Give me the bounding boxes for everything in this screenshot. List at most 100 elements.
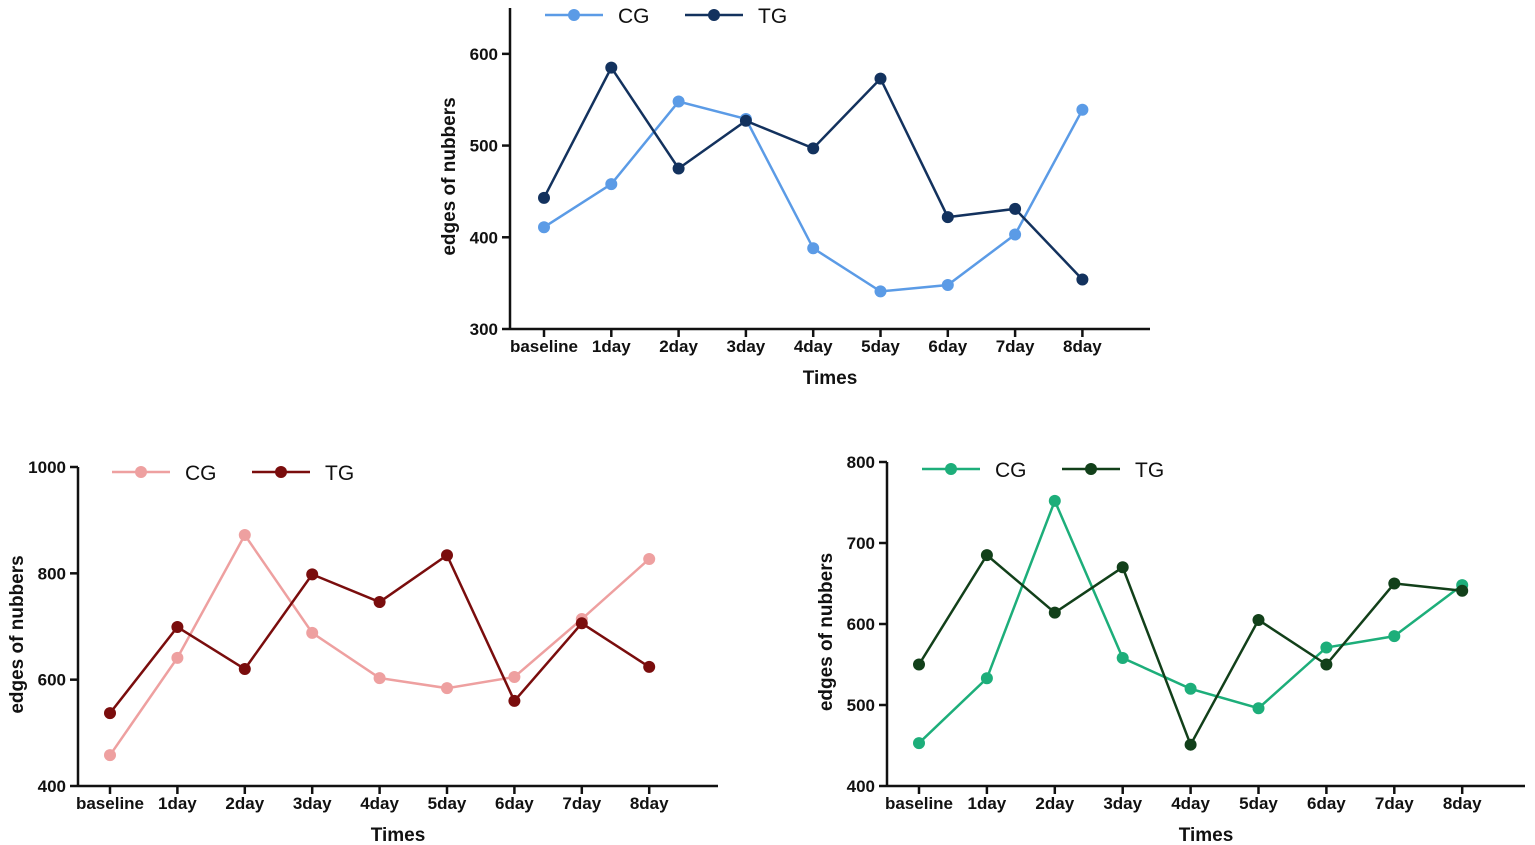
data-point-cg xyxy=(605,178,618,191)
data-point-tg xyxy=(1048,606,1061,619)
data-point-cg xyxy=(672,95,685,108)
x-tick-label: 6day xyxy=(1307,794,1346,813)
data-point-cg xyxy=(508,671,521,684)
x-tick-label: 7day xyxy=(996,337,1035,356)
data-point-cg xyxy=(104,749,116,762)
x-tick-label: baseline xyxy=(76,794,144,813)
chart-1: 400 600 800 1000 baseline 1day 2day 3day 4day 5da… xyxy=(7,458,718,845)
data-point-cg xyxy=(913,737,925,750)
y-tick-label: 600 xyxy=(38,671,66,690)
data-point-cg xyxy=(171,651,184,664)
series-line-cg xyxy=(918,497,1463,744)
x-tick-label: 3day xyxy=(293,794,332,813)
x-tick-label: 1day xyxy=(592,337,631,356)
y-axis-label: edges of nubbers xyxy=(816,553,837,711)
x-tick-label: 1day xyxy=(968,794,1007,813)
x-tick-label: 4day xyxy=(794,337,833,356)
x-tick-label: 4day xyxy=(360,794,399,813)
data-point-cg xyxy=(306,626,319,639)
data-point-cg xyxy=(538,221,550,234)
legend-marker-tg xyxy=(275,466,287,478)
x-tick-label: 3day xyxy=(727,337,766,356)
y-tick-label: 800 xyxy=(847,453,875,472)
y-tick-label: 800 xyxy=(38,564,66,583)
legend-marker-cg xyxy=(568,9,580,21)
data-point-cg xyxy=(1388,630,1401,643)
data-point-tg xyxy=(373,596,386,609)
legend-label-tg: TG xyxy=(758,5,787,28)
legend-label-tg: TG xyxy=(1135,459,1164,482)
data-point-tg xyxy=(1456,584,1469,597)
data-point-tg xyxy=(1009,202,1022,215)
data-point-cg xyxy=(1076,103,1089,116)
x-tick-label: 2day xyxy=(225,794,264,813)
data-point-tg xyxy=(171,621,184,634)
x-tick-label: 5day xyxy=(861,337,900,356)
x-tick-label: 6day xyxy=(495,794,534,813)
series-line-cg xyxy=(108,532,651,756)
legend-marker-tg xyxy=(1085,463,1097,475)
y-axis-label: edges of nubbers xyxy=(439,97,460,255)
data-point-tg xyxy=(1252,613,1265,626)
data-point-cg xyxy=(1116,652,1129,665)
x-tick-label: 6day xyxy=(928,337,967,356)
data-point-tg xyxy=(1388,577,1401,590)
data-point-cg xyxy=(874,285,887,298)
data-point-tg xyxy=(807,142,820,155)
x-tick-label: 8day xyxy=(1063,337,1102,356)
chart-2: 400 500 600 700 800 baseline 1day 2day 3day 4day 5… xyxy=(816,453,1525,845)
series-line-tg xyxy=(109,553,650,714)
data-point-tg xyxy=(575,617,588,630)
y-tick-label: 1000 xyxy=(28,458,66,477)
data-point-tg xyxy=(1184,738,1197,751)
x-tick-label: 4day xyxy=(1171,794,1210,813)
y-tick-label: 500 xyxy=(470,137,498,156)
x-tick-label: 5day xyxy=(428,794,467,813)
data-point-cg xyxy=(980,672,993,685)
series-line-tg xyxy=(917,553,1463,748)
x-tick-label: 1day xyxy=(158,794,197,813)
y-axis-label: edges of nubbers xyxy=(7,555,28,713)
y-tick-label: 400 xyxy=(38,777,66,796)
data-point-cg xyxy=(1252,702,1265,715)
x-tick-label: 2day xyxy=(659,337,698,356)
x-tick-label: 7day xyxy=(1375,794,1414,813)
legend-label-cg: CG xyxy=(185,462,217,485)
data-point-cg xyxy=(1184,682,1197,695)
data-point-tg xyxy=(739,114,752,127)
data-point-cg xyxy=(441,682,453,695)
data-point-tg xyxy=(508,694,521,707)
y-tick-label: 300 xyxy=(470,320,498,339)
legend-marker-cg xyxy=(135,466,147,478)
y-tick-label: 600 xyxy=(847,615,875,634)
data-point-tg xyxy=(605,61,618,74)
x-tick-label: 5day xyxy=(1239,794,1278,813)
x-tick-label: 2day xyxy=(1035,794,1074,813)
data-point-cg xyxy=(1009,228,1022,241)
y-tick-label: 600 xyxy=(470,45,498,64)
data-point-tg xyxy=(941,211,954,224)
data-point-tg xyxy=(1116,561,1129,574)
data-point-cg xyxy=(643,552,656,565)
legend-label-tg: TG xyxy=(325,462,354,485)
data-point-cg xyxy=(238,529,251,542)
data-point-tg xyxy=(672,162,685,175)
legend-label-cg: CG xyxy=(995,459,1027,482)
x-tick-label: 8day xyxy=(1443,794,1482,813)
data-point-tg xyxy=(441,549,453,562)
data-point-cg xyxy=(373,672,386,685)
data-point-tg xyxy=(1320,658,1333,671)
data-point-tg xyxy=(306,568,319,581)
data-point-tg xyxy=(980,549,993,562)
x-axis-label: Times xyxy=(371,825,426,845)
data-point-tg xyxy=(643,660,656,673)
y-tick-label: 400 xyxy=(470,228,498,247)
data-point-tg xyxy=(238,663,251,676)
data-point-tg xyxy=(1076,273,1089,286)
series-line-cg xyxy=(543,100,1084,293)
x-axis-label: Times xyxy=(1179,825,1234,845)
data-point-cg xyxy=(941,278,954,291)
y-tick-label: 500 xyxy=(847,696,875,715)
data-point-cg xyxy=(1320,641,1333,654)
x-axis-label: Times xyxy=(803,368,858,389)
